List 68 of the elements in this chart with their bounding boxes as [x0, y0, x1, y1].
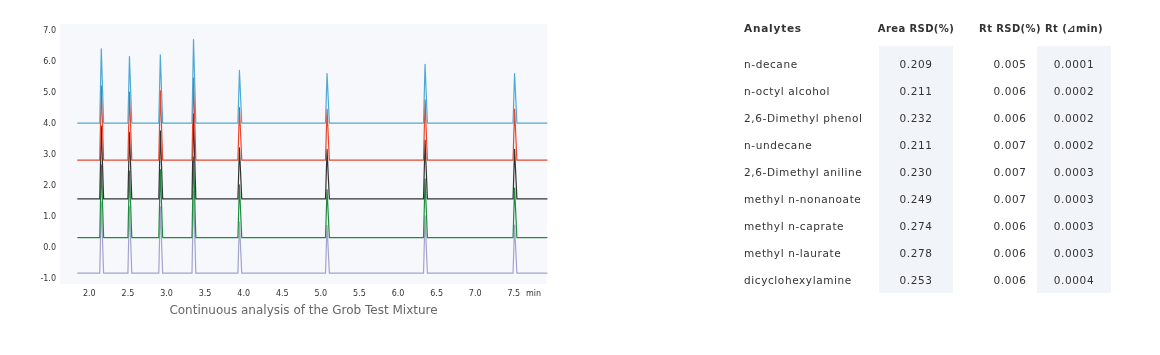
line-series: [77, 190, 548, 274]
data-label: 0.278: [899, 246, 933, 259]
category-label: methyl n-nonanoate: [744, 192, 862, 205]
y-tick-label: 6.0: [43, 56, 56, 66]
category-label: methyl n-laurate: [744, 246, 842, 259]
x-tick-label: 3.5: [198, 288, 212, 298]
data-label: 0.0003: [1053, 192, 1095, 205]
category-label: dicyclohexylamine: [744, 273, 852, 286]
x-tick-label: 5.0: [314, 288, 328, 298]
data-label: 0.005: [993, 57, 1027, 70]
data-label: 0.0004: [1053, 273, 1095, 286]
y-tick-label: 1.0: [43, 211, 56, 221]
y-tick-label: 0.0: [43, 242, 56, 252]
data-label: 0.0003: [1053, 165, 1095, 178]
x-tick-label: 4.5: [275, 288, 289, 298]
data-label: 0.232: [899, 111, 933, 124]
category-label: methyl n-caprate: [744, 219, 845, 232]
y-tick-label: -1.0: [40, 273, 56, 283]
data-label: 0.274: [899, 219, 933, 232]
x-tick-label: 3.0: [160, 288, 173, 298]
category-label: n-undecane: [744, 138, 813, 151]
data-label: 0.006: [993, 273, 1027, 286]
data-label: 0.006: [993, 84, 1027, 97]
y-tick-label: 4.0: [43, 118, 56, 128]
x-tick-label: 5.5: [353, 288, 366, 298]
text: Analytes: [744, 21, 802, 34]
x-axis-title: min: [525, 288, 541, 298]
category-label: n-octyl alcohol: [744, 84, 830, 97]
data-label: 0.209: [899, 57, 933, 70]
x-tick-label: 7.0: [468, 288, 482, 298]
x-tick-label: 6.5: [430, 288, 443, 298]
data-label: 0.006: [993, 111, 1027, 124]
x-tick-label: 4.0: [237, 288, 251, 298]
line-series: [77, 113, 548, 200]
text: Continuous analysis of the Grob Test Mixture: [169, 303, 438, 317]
data-label: 0.007: [993, 192, 1027, 205]
y-tick-label: 3.0: [43, 149, 56, 159]
y-tick-label: 5.0: [43, 87, 56, 97]
data-label: 0.0003: [1053, 246, 1095, 259]
x-tick-label: 6.0: [391, 288, 405, 298]
x-tick-label: 2.5: [121, 288, 135, 298]
line-series: [77, 156, 548, 239]
x-tick-label: 7.5: [507, 288, 521, 298]
text: Rt RSD(%): [979, 22, 1041, 34]
data-label: 0.006: [993, 219, 1027, 232]
x-tick-label: 2.0: [82, 288, 96, 298]
line-series: [77, 77, 548, 161]
data-label: 0.007: [993, 165, 1027, 178]
data-label: 0.0002: [1053, 84, 1095, 97]
data-label: 0.211: [899, 84, 933, 97]
data-label: 0.0002: [1053, 138, 1095, 151]
data-label: 0.230: [899, 165, 933, 178]
data-label: 0.006: [993, 246, 1027, 259]
y-tick-label: 2.0: [43, 180, 56, 190]
y-tick-label: 7.0: [43, 25, 56, 35]
data-label: 0.211: [899, 138, 933, 151]
category-label: 2,6-Dimethyl aniline: [744, 165, 863, 178]
data-label: 0.0003: [1053, 219, 1095, 232]
data-label: 0.0002: [1053, 111, 1095, 124]
data-label: 0.0001: [1053, 57, 1095, 70]
category-label: n-decane: [744, 57, 798, 70]
line-series: [77, 38, 548, 124]
series-label: Rt (⊿min): [1044, 22, 1104, 34]
data-label: 0.253: [899, 273, 933, 286]
series-label: Area RSD(%): [877, 22, 955, 34]
data-label: 0.007: [993, 138, 1027, 151]
category-label: 2,6-Dimethyl phenol: [744, 111, 863, 124]
data-label: 0.249: [899, 192, 933, 205]
